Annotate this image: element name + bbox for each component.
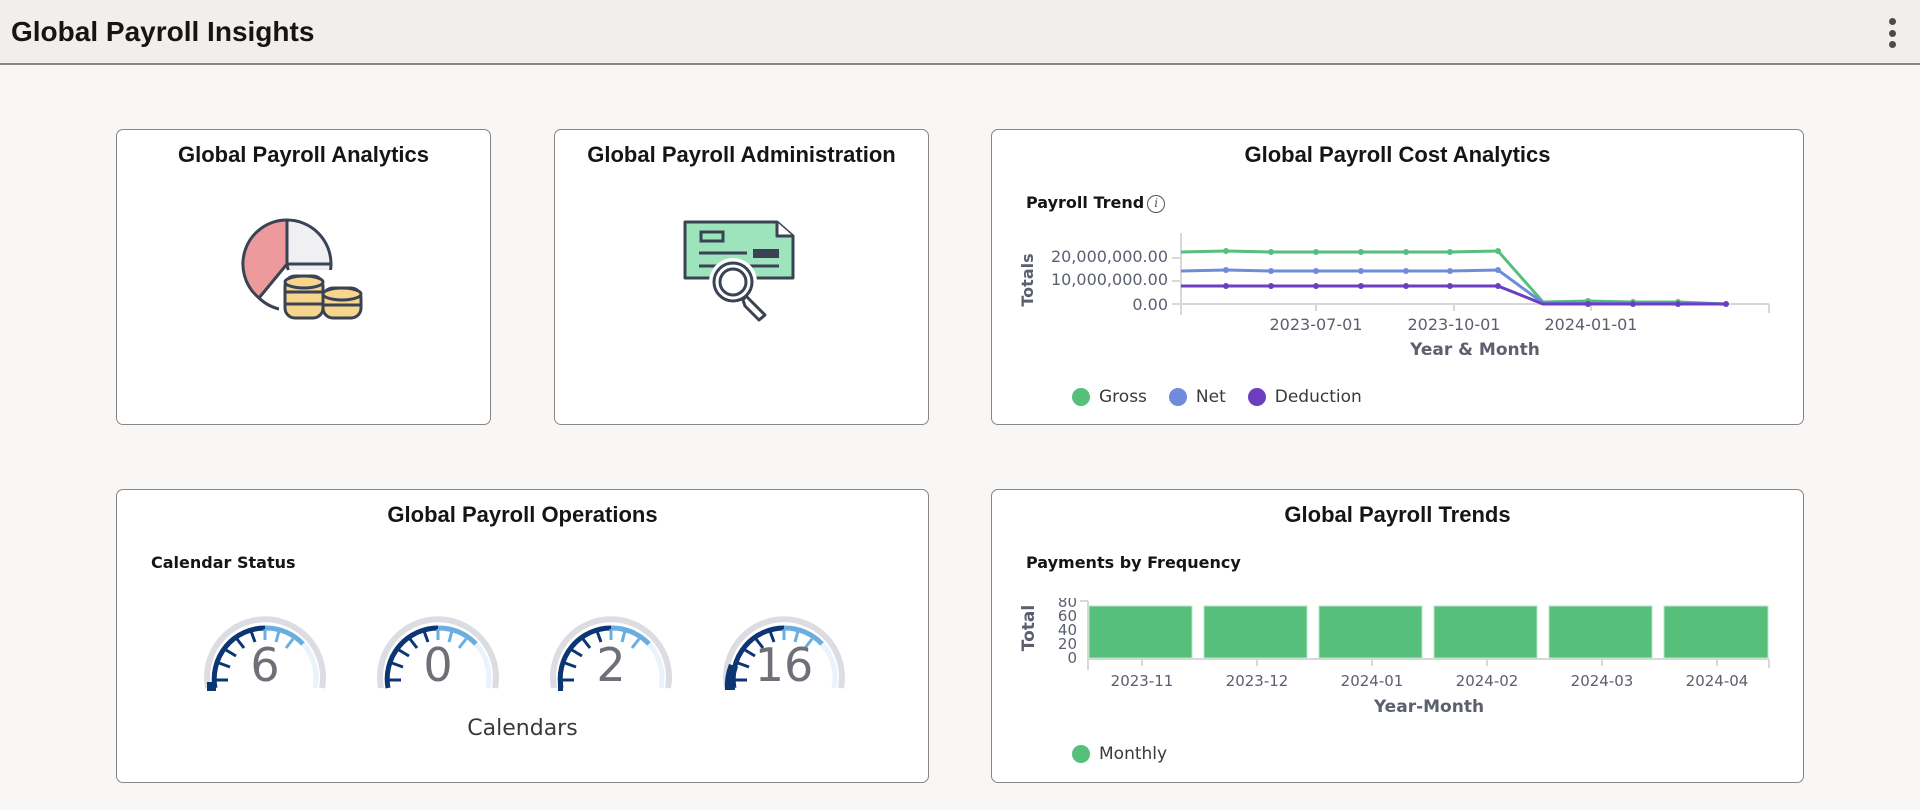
bar-2024-02[interactable] (1433, 605, 1538, 659)
y-tick: 10,000,000.00 (1051, 270, 1168, 289)
legend-dot-icon (1072, 745, 1090, 763)
gauge-value: 2 (596, 638, 626, 692)
x-tick: 2023-07-01 (1270, 315, 1363, 334)
gauge-value: 16 (754, 638, 814, 692)
bar-2023-12[interactable] (1203, 605, 1308, 659)
tile-global-payroll-administration[interactable]: Global Payroll Administration (554, 129, 929, 425)
tile-title: Global Payroll Trends (1284, 502, 1511, 527)
x-axis-title: Year-Month (1373, 697, 1484, 717)
tile-global-payroll-trends[interactable]: Global Payroll Trends Payments by Freque… (991, 489, 1804, 783)
gauge-group: 6 0 (117, 610, 928, 710)
gauge-value: 0 (423, 638, 453, 692)
tile-title: Global Payroll Cost Analytics (1244, 142, 1551, 167)
gauge-dial-icon (550, 616, 672, 691)
gauge-value: 6 (250, 638, 280, 692)
y-tick: 20,000,000.00 (1051, 247, 1168, 266)
check-magnifier-icon (683, 220, 795, 322)
x-tick: 2023-10-01 (1408, 315, 1501, 334)
tile-title: Global Payroll Administration (587, 142, 896, 167)
gauge-calendar-4[interactable]: 16 (719, 610, 849, 700)
chart-legend: Gross Net Deduction (1072, 387, 1362, 407)
chart-title: Payments by Frequency (1026, 553, 1241, 572)
y-tick: 20 (1058, 635, 1077, 653)
legend-dot-icon (1247, 388, 1266, 406)
bar-2024-03[interactable] (1548, 605, 1653, 659)
page-header: Global Payroll Insights (0, 0, 1920, 65)
y-axis-title: Total (1019, 605, 1039, 651)
x-axis-title: Year & Month (1409, 340, 1540, 360)
kebab-vertical-icon[interactable] (1886, 18, 1898, 48)
gauge-calendar-2[interactable]: 0 (373, 610, 503, 700)
tile-global-payroll-operations[interactable]: Global Payroll Operations Calendar Statu… (116, 489, 929, 783)
y-tick: 0.00 (1132, 295, 1168, 314)
payments-by-frequency-chart[interactable]: Total 80 60 40 20 0 (992, 598, 1805, 718)
legend-dot-icon (1168, 388, 1187, 406)
gauge-dial-icon (377, 616, 499, 689)
calendar-status-title: Calendar Status (151, 553, 296, 572)
x-tick: 2024-02 (1456, 672, 1519, 690)
x-tick: 2024-03 (1571, 672, 1634, 690)
gauge-calendar-1[interactable]: 6 (200, 610, 330, 700)
legend-label: Net (1195, 387, 1226, 407)
tile-global-payroll-cost-analytics[interactable]: Global Payroll Cost Analytics Payroll Tr… (991, 129, 1804, 425)
legend-label: Monthly (1099, 744, 1168, 764)
chart-title: Payroll Trend i (1026, 193, 1166, 213)
y-tick: 80 (1058, 598, 1077, 611)
bar-2024-04[interactable] (1663, 605, 1769, 659)
x-tick: 2023-11 (1111, 672, 1174, 690)
y-tick: 60 (1058, 607, 1077, 625)
legend-label: Deduction (1274, 387, 1362, 407)
gauge-label: Calendars (467, 716, 578, 741)
y-tick: 0 (1067, 649, 1077, 667)
tile-title: Global Payroll Operations (387, 502, 658, 527)
y-axis-title: Totals (1018, 253, 1037, 306)
x-tick: 2023-12 (1226, 672, 1289, 690)
pie-chart-coins-icon (241, 218, 363, 326)
legend-dot-icon (1072, 388, 1090, 406)
gauge-calendar-3[interactable]: 2 (546, 610, 676, 700)
x-tick: 2024-01-01 (1545, 315, 1638, 334)
chart-title-text: Payroll Trend (1026, 193, 1145, 212)
bar-2023-11[interactable] (1088, 605, 1193, 659)
page-title: Global Payroll Insights (11, 15, 315, 47)
legend-item-monthly[interactable]: Monthly (1072, 744, 1167, 764)
legend-item-deduction[interactable]: Deduction (1247, 387, 1362, 407)
chart-legend: Monthly (1072, 744, 1167, 764)
info-icon[interactable]: i (1147, 195, 1166, 213)
gauge-dial-icon (723, 616, 845, 690)
bar-2024-01[interactable] (1318, 605, 1423, 659)
y-tick: 40 (1058, 621, 1077, 639)
legend-item-gross[interactable]: Gross (1072, 387, 1147, 407)
legend-item-net[interactable]: Net (1168, 387, 1226, 407)
payroll-trend-chart[interactable]: Totals 20,000,000.00 10,000,000.00 0.00 (992, 225, 1805, 375)
x-tick: 2024-04 (1686, 672, 1749, 690)
tile-title: Global Payroll Analytics (177, 142, 430, 167)
tile-global-payroll-analytics[interactable]: Global Payroll Analytics (116, 129, 491, 425)
gauge-dial-icon (204, 616, 326, 691)
legend-label: Gross (1099, 387, 1147, 407)
x-tick: 2024-01 (1341, 672, 1404, 690)
